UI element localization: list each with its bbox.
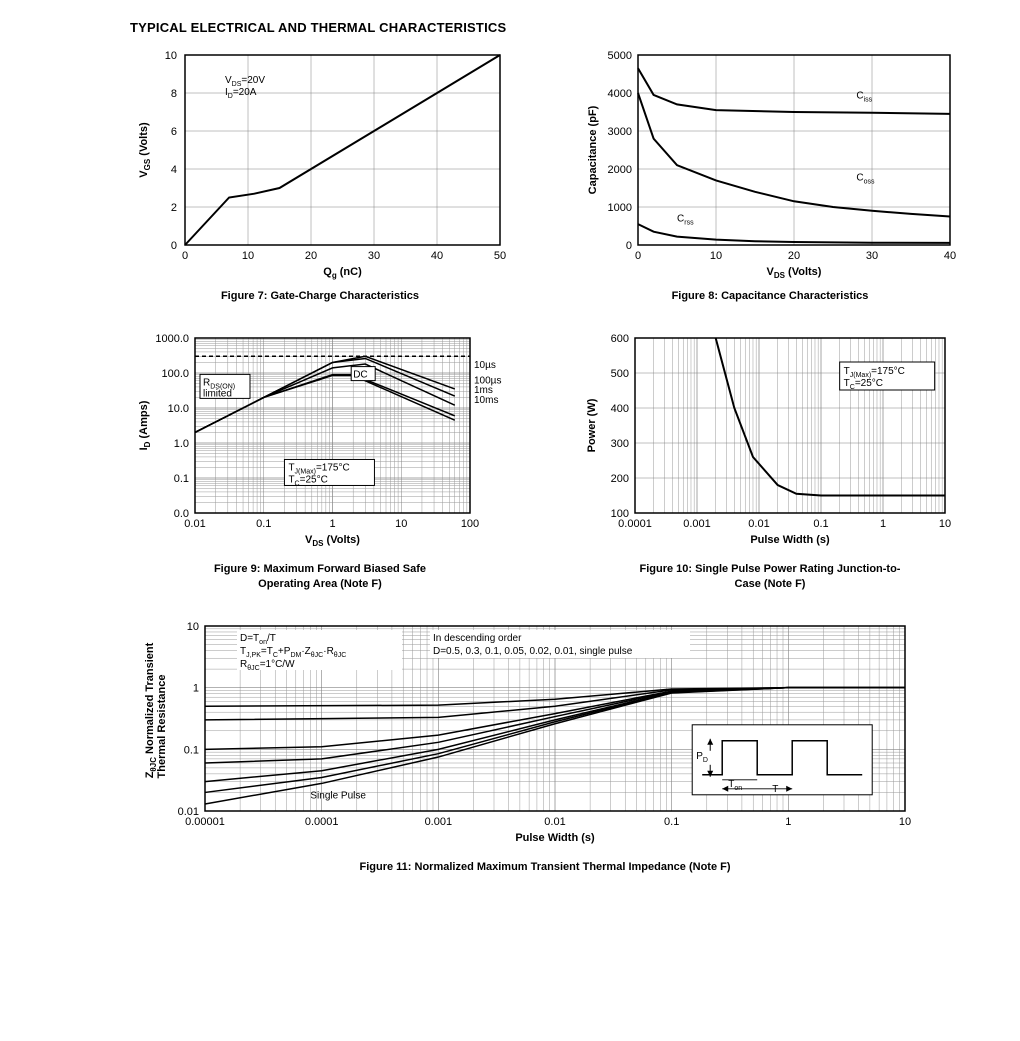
svg-text:10: 10: [939, 518, 951, 530]
svg-text:1: 1: [880, 518, 886, 530]
svg-text:10µs: 10µs: [474, 360, 496, 371]
svg-text:30: 30: [368, 250, 380, 262]
svg-text:0.01: 0.01: [544, 816, 565, 828]
fig8-chart: 0 10 20 30 40 0 1000 2000 3000 4000 5000 VDS (Volts…: [580, 45, 960, 285]
svg-text:VDS (Volts): VDS (Volts): [767, 266, 822, 280]
svg-text:10: 10: [899, 816, 911, 828]
svg-text:100: 100: [611, 508, 629, 520]
svg-text:10: 10: [710, 250, 722, 262]
svg-text:Pulse Width (s): Pulse Width (s): [515, 832, 595, 844]
svg-text:VGS (Volts): VGS (Volts): [138, 122, 152, 178]
svg-text:Single Pulse: Single Pulse: [310, 790, 366, 801]
svg-text:10: 10: [395, 518, 407, 530]
datasheet-page: TYPICAL ELECTRICAL AND THERMAL CHARACTER…: [0, 0, 1020, 1041]
svg-text:limited: limited: [203, 389, 232, 400]
svg-text:Qg (nC): Qg (nC): [323, 266, 362, 280]
svg-text:30: 30: [866, 250, 878, 262]
svg-text:1000.0: 1000.0: [155, 333, 189, 345]
svg-text:D=0.5, 0.3, 0.1, 0.05, 0.02, 0: D=0.5, 0.3, 0.1, 0.05, 0.02, 0.01, singl…: [433, 646, 633, 657]
svg-text:0.01: 0.01: [748, 518, 769, 530]
svg-text:10: 10: [187, 621, 199, 633]
svg-text:2: 2: [171, 202, 177, 214]
svg-text:10.0: 10.0: [168, 403, 189, 415]
svg-text:Crss: Crss: [677, 213, 694, 226]
chart-row-2: 0.010.11101000.00.11.010.0100.01000.0VDS…: [130, 328, 960, 591]
svg-text:0: 0: [635, 250, 641, 262]
svg-text:3000: 3000: [608, 126, 632, 138]
svg-text:In descending order: In descending order: [433, 633, 522, 644]
svg-text:0.01: 0.01: [178, 806, 199, 818]
svg-text:0.1: 0.1: [184, 744, 199, 756]
svg-text:4000: 4000: [608, 88, 632, 100]
fig7-caption: Figure 7: Gate-Charge Characteristics: [130, 289, 510, 303]
section-title: TYPICAL ELECTRICAL AND THERMAL CHARACTER…: [130, 20, 960, 35]
chart-row-3: 0.000010.00010.0010.010.11100.010.1110Pu…: [130, 616, 960, 874]
svg-text:0: 0: [171, 240, 177, 252]
svg-text:20: 20: [788, 250, 800, 262]
svg-text:1000: 1000: [608, 202, 632, 214]
svg-text:400: 400: [611, 403, 629, 415]
fig11-chart: 0.000010.00010.0010.010.11100.010.1110Pu…: [130, 616, 920, 856]
svg-text:0.1: 0.1: [664, 816, 679, 828]
svg-text:8: 8: [171, 88, 177, 100]
svg-text:6: 6: [171, 126, 177, 138]
svg-text:T: T: [772, 784, 778, 795]
svg-text:10ms: 10ms: [474, 395, 498, 406]
svg-text:Ciss: Ciss: [856, 91, 872, 104]
svg-text:0.1: 0.1: [256, 518, 271, 530]
svg-text:Thermal Resistance: Thermal Resistance: [156, 674, 168, 778]
fig11-caption: Figure 11: Normalized Maximum Transient …: [130, 860, 960, 874]
svg-text:10: 10: [242, 250, 254, 262]
svg-text:200: 200: [611, 473, 629, 485]
fig7-container: 010203040500246810Qg (nC)VGS (Volts)VDS=…: [130, 45, 510, 303]
svg-text:600: 600: [611, 333, 629, 345]
svg-text:10: 10: [165, 50, 177, 62]
svg-text:100: 100: [461, 518, 479, 530]
svg-text:300: 300: [611, 438, 629, 450]
fig7-chart: 010203040500246810Qg (nC)VGS (Volts)VDS=…: [130, 45, 510, 285]
svg-text:1: 1: [329, 518, 335, 530]
svg-text:50: 50: [494, 250, 506, 262]
svg-text:0.1: 0.1: [813, 518, 828, 530]
fig10-chart: 0.00010.0010.010.1110100200300400500600P…: [580, 328, 960, 558]
svg-text:0: 0: [626, 240, 632, 252]
fig9-container: 0.010.11101000.00.11.010.0100.01000.0VDS…: [130, 328, 510, 591]
svg-text:0.001: 0.001: [683, 518, 711, 530]
svg-text:0.0: 0.0: [174, 508, 189, 520]
svg-text:1.0: 1.0: [174, 438, 189, 450]
svg-text:40: 40: [431, 250, 443, 262]
fig8-container: 0 10 20 30 40 0 1000 2000 3000 4000 5000 VDS (Volts…: [580, 45, 960, 303]
svg-text:5000: 5000: [608, 50, 632, 62]
svg-text:Capacitance (pF): Capacitance (pF): [587, 105, 599, 194]
svg-text:40: 40: [944, 250, 956, 262]
fig8-caption: Figure 8: Capacitance Characteristics: [580, 289, 960, 303]
svg-text:Power (W): Power (W): [586, 399, 598, 453]
svg-text:1: 1: [785, 816, 791, 828]
fig10-container: 0.00010.0010.010.1110100200300400500600P…: [580, 328, 960, 591]
fig9-caption: Figure 9: Maximum Forward Biased Safe Op…: [130, 562, 510, 591]
svg-text:VDS (Volts): VDS (Volts): [305, 534, 360, 548]
svg-text:0.001: 0.001: [425, 816, 453, 828]
svg-text:500: 500: [611, 368, 629, 380]
svg-text:4: 4: [171, 164, 177, 176]
svg-text:100.0: 100.0: [161, 368, 189, 380]
svg-text:ID=20A: ID=20A: [225, 87, 257, 100]
svg-text:0: 0: [182, 250, 188, 262]
chart-row-1: 010203040500246810Qg (nC)VGS (Volts)VDS=…: [130, 45, 960, 303]
svg-text:Pulse Width (s): Pulse Width (s): [750, 534, 830, 546]
fig10-caption: Figure 10: Single Pulse Power Rating Jun…: [580, 562, 960, 591]
svg-text:20: 20: [305, 250, 317, 262]
svg-text:1: 1: [193, 683, 199, 695]
svg-text:ID (Amps): ID (Amps): [138, 401, 152, 451]
fig11-container: 0.000010.00010.0010.010.11100.010.1110Pu…: [130, 616, 960, 874]
svg-text:0.0001: 0.0001: [305, 816, 339, 828]
svg-text:DC: DC: [353, 370, 367, 381]
svg-text:2000: 2000: [608, 164, 632, 176]
fig9-chart: 0.010.11101000.00.11.010.0100.01000.0VDS…: [130, 328, 510, 558]
svg-text:0.1: 0.1: [174, 473, 189, 485]
